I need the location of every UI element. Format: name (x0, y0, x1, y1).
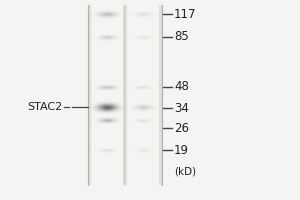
Text: 26: 26 (174, 121, 189, 134)
Text: STAC2: STAC2 (27, 102, 62, 112)
Text: 48: 48 (174, 80, 189, 94)
Text: 34: 34 (174, 102, 189, 114)
Text: 19: 19 (174, 144, 189, 156)
Text: 85: 85 (174, 30, 189, 44)
Text: 117: 117 (174, 7, 197, 21)
Text: (kD): (kD) (174, 167, 196, 177)
